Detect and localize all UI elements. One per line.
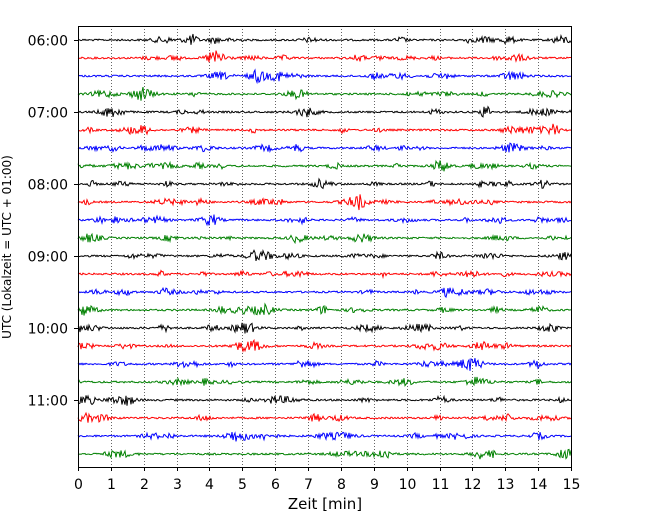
x-tick-label: 12 xyxy=(464,477,482,493)
trace-0930 xyxy=(77,286,572,299)
y-tick-label: 06:00 xyxy=(28,34,68,50)
x-tick-label: 5 xyxy=(238,477,247,493)
trace-0715 xyxy=(77,123,572,136)
trace-1130 xyxy=(77,431,572,442)
x-tick-label: 2 xyxy=(140,477,149,493)
trace-1015 xyxy=(77,338,572,353)
trace-1115 xyxy=(77,411,572,424)
y-tick-label: 09:00 xyxy=(28,250,68,266)
trace-0745 xyxy=(77,159,572,172)
trace-0730 xyxy=(77,142,572,154)
y-axis-label: UTC (Lokalzeit = UTC + 01:00) xyxy=(0,155,14,339)
x-tick-label: 4 xyxy=(205,477,214,493)
x-tick-label: 6 xyxy=(271,477,280,493)
trace-1145 xyxy=(77,448,572,460)
x-axis-label: Zeit [min] xyxy=(288,495,362,513)
x-tick-label: 15 xyxy=(563,477,581,493)
trace-0630 xyxy=(77,68,572,85)
trace-0845 xyxy=(77,232,572,245)
trace-0615 xyxy=(77,50,572,63)
x-tick-label: 0 xyxy=(74,477,83,493)
trace-0645 xyxy=(77,86,572,101)
x-tick-label: 14 xyxy=(530,477,548,493)
y-tick-label: 10:00 xyxy=(28,322,68,338)
trace-1045 xyxy=(77,376,572,387)
y-tick-label: 07:00 xyxy=(28,106,68,122)
x-tick-label: 8 xyxy=(337,477,346,493)
x-tick-label: 7 xyxy=(304,477,313,493)
trace-0700 xyxy=(77,105,572,118)
x-axis-ticks: 0 1 2 3 4 5 6 7 8 9 10 11 12 13 14 15 xyxy=(74,467,580,493)
plot-frame xyxy=(78,26,572,468)
trace-0815 xyxy=(77,194,572,211)
trace-0915 xyxy=(77,269,572,280)
trace-1100 xyxy=(77,394,572,406)
x-tick-label: 10 xyxy=(399,477,417,493)
trace-group xyxy=(77,33,572,460)
x-tick-label: 13 xyxy=(497,477,515,493)
trace-0800 xyxy=(77,177,572,190)
trace-0600 xyxy=(77,33,572,45)
trace-0945 xyxy=(77,302,572,316)
y-tick-label: 08:00 xyxy=(28,178,68,194)
x-tick-label: 1 xyxy=(107,477,116,493)
trace-0900 xyxy=(77,249,572,262)
y-tick-label: 11:00 xyxy=(28,394,68,410)
trace-1030 xyxy=(77,358,572,371)
trace-1000 xyxy=(77,322,572,334)
y-axis-ticks: 06:00 07:00 08:00 09:00 10:00 11:00 xyxy=(28,34,78,410)
x-tick-label: 11 xyxy=(432,477,450,493)
x-tick-label: 3 xyxy=(173,477,182,493)
trace-0830 xyxy=(77,214,572,227)
x-tick-label: 9 xyxy=(370,477,379,493)
